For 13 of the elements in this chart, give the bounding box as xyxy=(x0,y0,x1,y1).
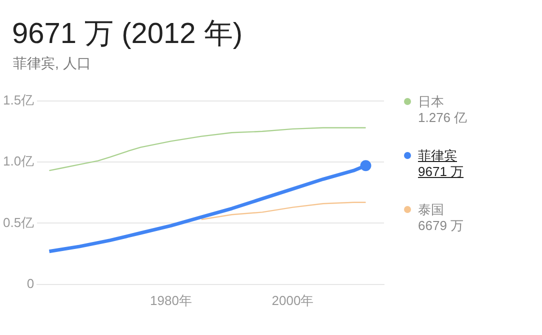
chart-title: 9671 万 (2012 年) xyxy=(12,17,243,52)
y-tick-label: 0 xyxy=(26,276,34,291)
x-tick-label: 2000年 xyxy=(272,292,314,308)
y-tick-label: 0.5亿 xyxy=(2,214,34,230)
x-tick-label: 1980年 xyxy=(150,292,192,308)
legend-label: 泰国 xyxy=(418,202,445,218)
legend-label: 日本 xyxy=(418,94,445,110)
text: 6679 万 xyxy=(418,218,465,234)
text: 1.276 亿 xyxy=(418,110,468,126)
chart-subtitle: 菲律宾, 人口 xyxy=(13,55,91,73)
text: 9671 万 xyxy=(418,164,465,180)
y-tick-label: 1.5亿 xyxy=(2,92,34,108)
y-tick-label: 1.0亿 xyxy=(2,154,34,169)
